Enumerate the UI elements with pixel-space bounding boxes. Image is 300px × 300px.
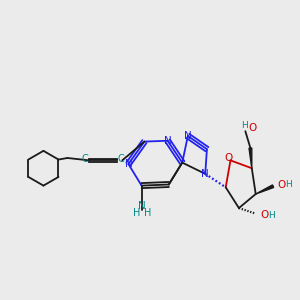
Text: O: O bbox=[260, 210, 268, 220]
Text: C: C bbox=[82, 154, 88, 164]
Polygon shape bbox=[249, 148, 252, 168]
Polygon shape bbox=[256, 185, 274, 194]
Text: N: N bbox=[184, 131, 192, 141]
Text: N: N bbox=[164, 136, 172, 146]
Text: C: C bbox=[118, 154, 124, 164]
Text: O: O bbox=[278, 180, 286, 190]
Text: H: H bbox=[144, 208, 152, 218]
Text: N: N bbox=[201, 169, 209, 179]
Text: H: H bbox=[268, 211, 274, 220]
Text: H: H bbox=[242, 121, 248, 130]
Text: H: H bbox=[133, 208, 140, 218]
Text: O: O bbox=[248, 123, 256, 134]
Text: H: H bbox=[285, 180, 292, 189]
Text: O: O bbox=[224, 153, 232, 163]
Text: N: N bbox=[138, 201, 146, 211]
Text: N: N bbox=[124, 159, 132, 169]
